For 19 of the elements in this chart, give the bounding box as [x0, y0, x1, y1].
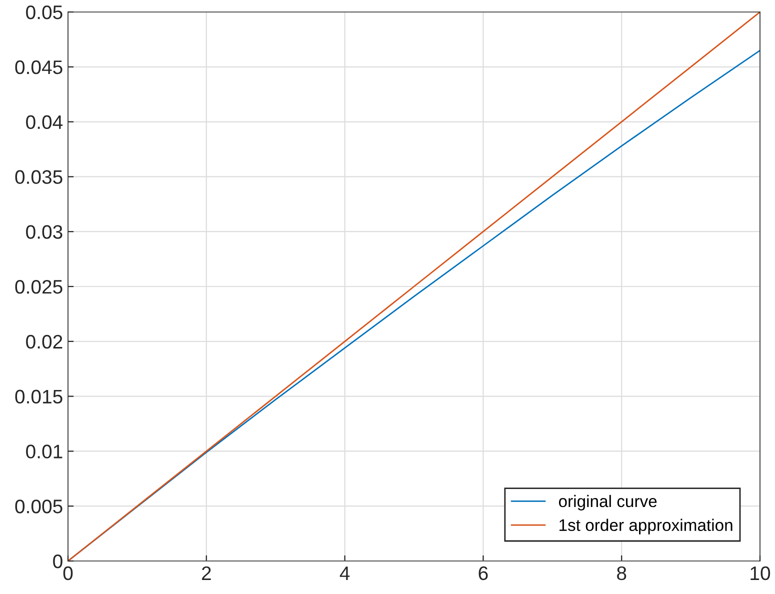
- x-tick-label: 4: [340, 566, 350, 580]
- x-tick-label: 10: [750, 566, 770, 580]
- y-tick-label: 0.04: [26, 115, 63, 130]
- y-tick-label: 0.005: [15, 500, 62, 514]
- x-tick-label: 8: [617, 566, 626, 580]
- y-tick-label: 0.02: [26, 334, 62, 349]
- y-tick-label: 0: [53, 554, 62, 568]
- x-tick-label: 2: [202, 566, 211, 580]
- y-tick-label: 0.015: [15, 390, 62, 404]
- y-tick-label: 0.025: [15, 280, 62, 294]
- y-tick-label: 0.035: [15, 170, 62, 184]
- y-tick-label: 0.045: [15, 60, 62, 74]
- y-tick-label: 0.03: [26, 225, 62, 239]
- legend-label: original curve: [558, 494, 657, 510]
- x-tick-label: 0: [63, 566, 73, 580]
- legend-label: 1st order approximation: [560, 518, 732, 534]
- x-tick-label: 6: [478, 566, 488, 580]
- y-tick-label: 0.01: [26, 444, 62, 458]
- y-tick-label: 0.05: [26, 5, 62, 20]
